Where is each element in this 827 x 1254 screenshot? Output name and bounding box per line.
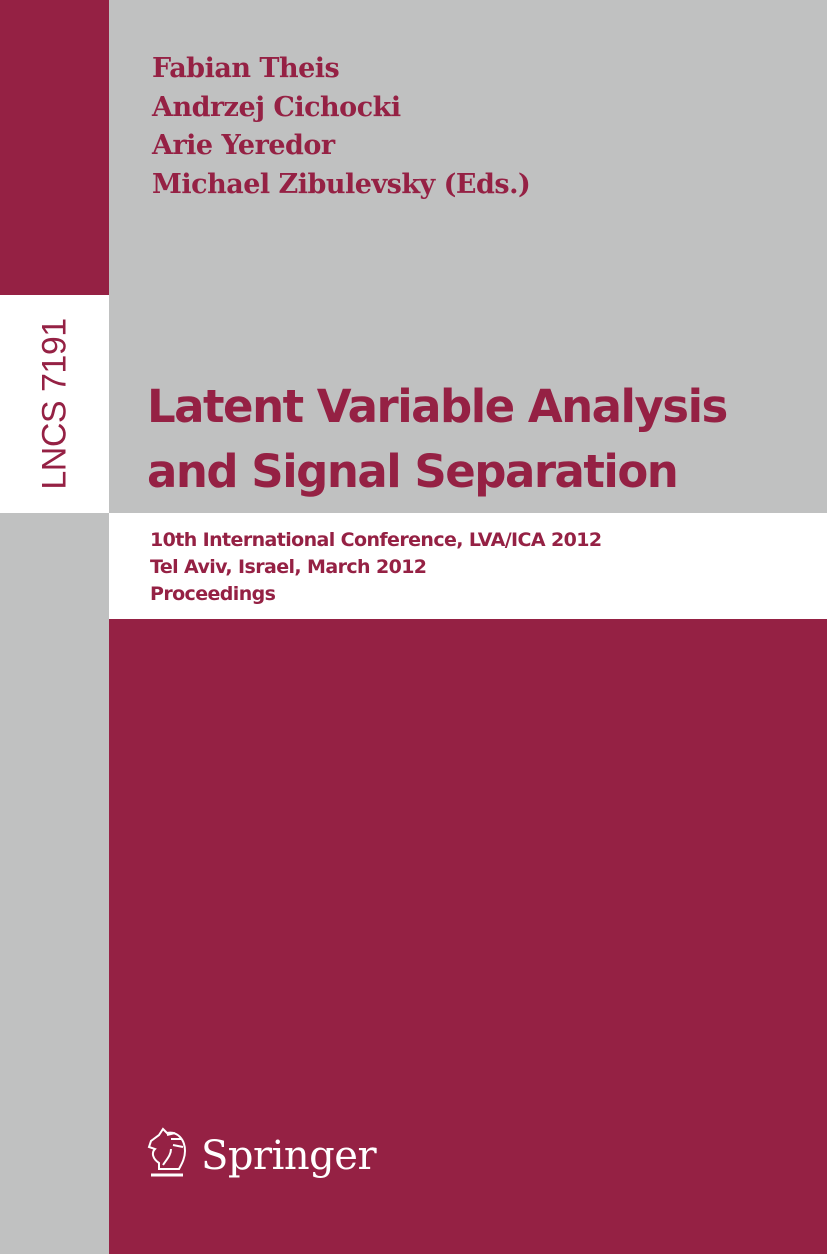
spine-series-block (0, 295, 109, 513)
subtitle-band (109, 513, 827, 619)
cover-top-panel (109, 0, 827, 513)
publisher-logo: Springer (145, 1125, 377, 1186)
editor-name: Fabian Theis (152, 53, 340, 84)
spine-bottom-block (0, 513, 109, 1254)
title-line: Latent Variable Analysis (147, 380, 728, 433)
subtitle-line: Tel Aviv, Israel, March 2012 (150, 556, 427, 578)
subtitle-line: Proceedings (150, 583, 276, 605)
series-label: LNCS 7191 (35, 318, 74, 490)
book-title: Latent Variable Analysis and Signal Sepa… (147, 374, 728, 504)
subtitle-line: 10th International Conference, LVA/ICA 2… (150, 529, 602, 551)
editor-name: Arie Yeredor (152, 130, 335, 161)
book-subtitle: 10th International Conference, LVA/ICA 2… (150, 527, 602, 608)
knight-horse-icon (145, 1125, 191, 1186)
publisher-name: Springer (201, 1132, 377, 1179)
editor-name: Andrzej Cichocki (152, 91, 401, 123)
editor-name: Michael Zibulevsky (Eds.) (152, 168, 531, 200)
spine-top-block (0, 0, 109, 295)
cover-bottom-panel (109, 619, 827, 1254)
title-line: and Signal Separation (147, 445, 679, 498)
editors-list: Fabian Theis Andrzej Cichocki Arie Yered… (152, 50, 531, 204)
